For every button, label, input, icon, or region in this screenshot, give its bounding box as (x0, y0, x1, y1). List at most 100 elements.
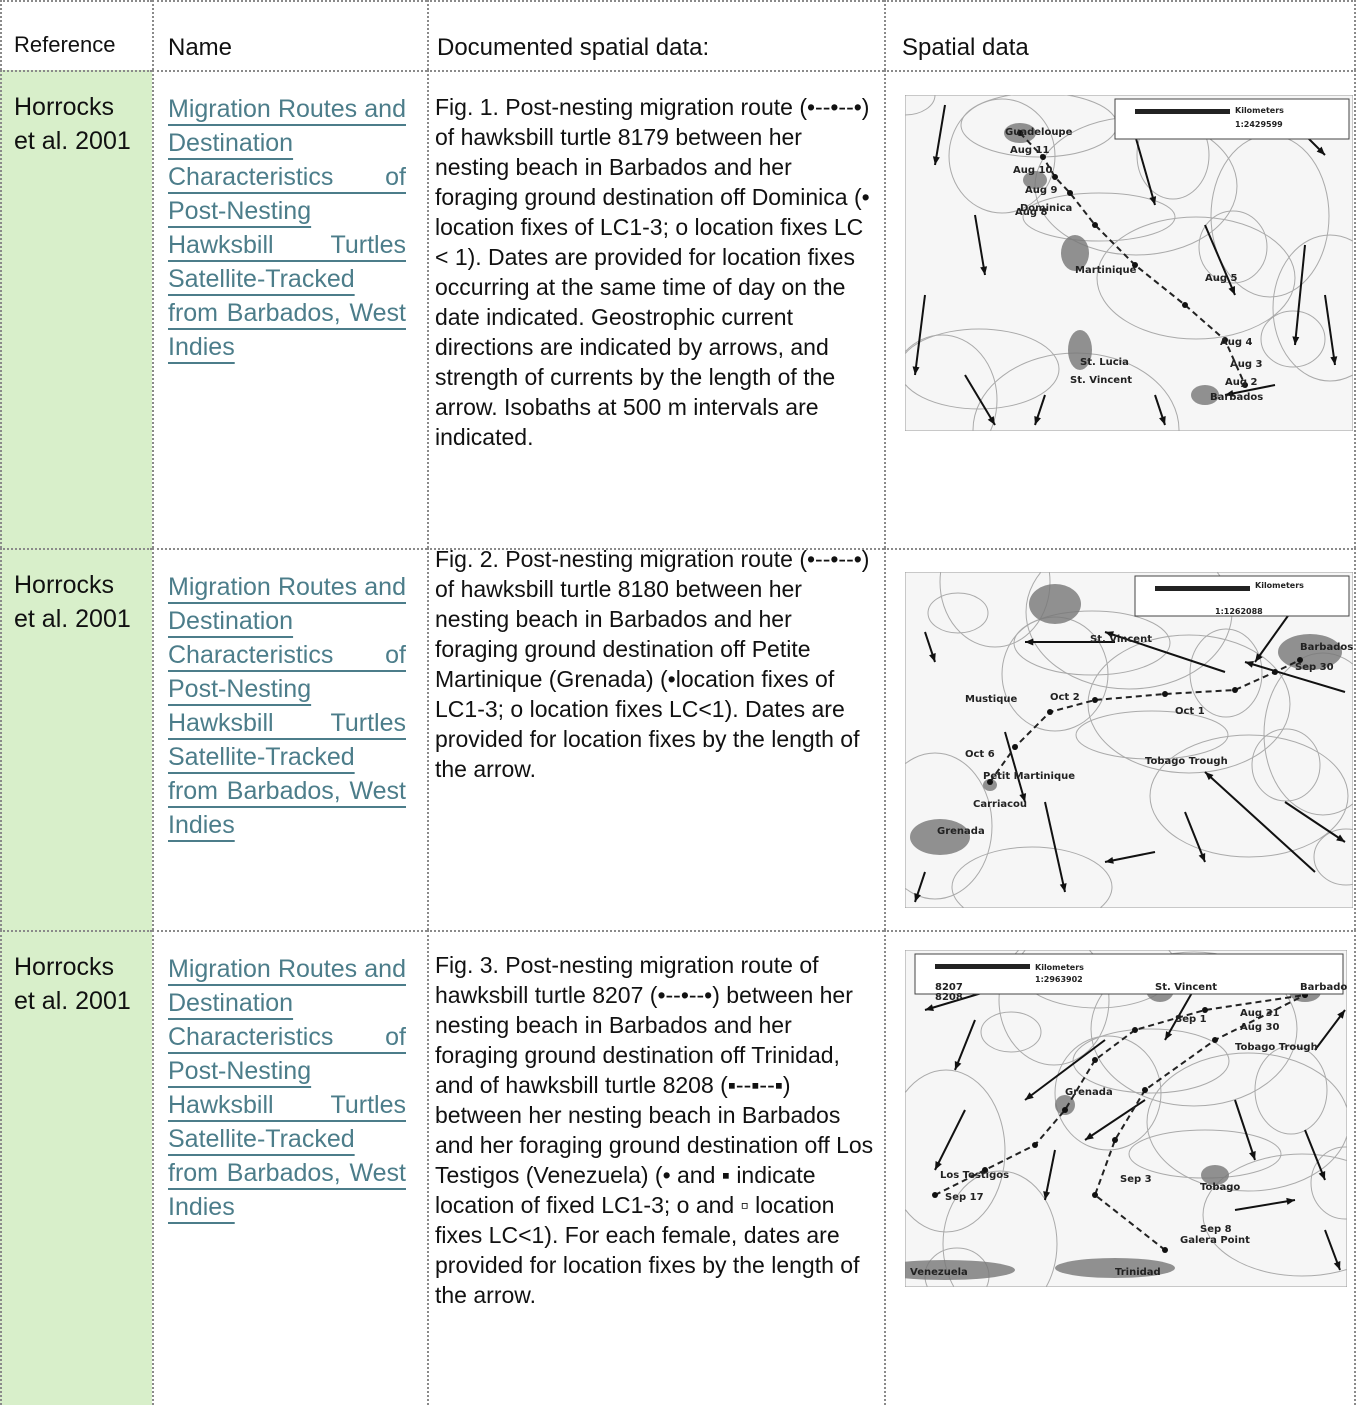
location-fix (1067, 190, 1073, 196)
arrow-head (932, 156, 940, 165)
arrow-head (1159, 416, 1166, 425)
current-arrow (964, 374, 996, 426)
current-arrow (1004, 731, 1026, 803)
arrow-head (1249, 1151, 1256, 1160)
map-label: Barbados (1300, 982, 1347, 993)
isobath (951, 846, 1113, 908)
map-label: Mustique (965, 694, 1018, 705)
isobath (905, 328, 1060, 410)
current-arrow (1044, 801, 1066, 893)
current-arrow (1234, 1099, 1256, 1161)
map-label: Sep 1 (1175, 1014, 1207, 1025)
paper-link[interactable]: Migration Routes and Destination Charact… (168, 955, 406, 1221)
arrow-head (1149, 196, 1157, 205)
scale-box (1114, 98, 1350, 140)
reference-cell: Horrocks et al. 2001 (0, 930, 152, 1405)
arrow-head (1105, 856, 1114, 864)
arrow-head (1198, 853, 1206, 862)
location-fix (1012, 744, 1018, 750)
island (1061, 235, 1089, 271)
current-arrow (1234, 1199, 1296, 1211)
scale-box (1134, 575, 1350, 617)
name-cell: Migration Routes and Destination Charact… (152, 930, 427, 1405)
map-label: St. Vincent (1070, 375, 1132, 386)
isobath (1251, 728, 1321, 802)
arrow-head (1019, 793, 1027, 802)
current-arrow (1044, 1149, 1056, 1201)
current-arrow (974, 214, 986, 276)
description-cell (427, 70, 884, 548)
arrow-head (1059, 883, 1067, 892)
island (1068, 330, 1092, 370)
map-label: Carriacou (973, 799, 1027, 810)
arrow-head (1043, 1191, 1051, 1200)
arrow-head (935, 1161, 942, 1170)
current-arrow (934, 104, 946, 166)
arrow-head (1337, 1010, 1345, 1019)
map-label: Oct 1 (1175, 706, 1205, 717)
map-label: 8208 (935, 992, 963, 1003)
isobath (1096, 216, 1296, 340)
island (1201, 1165, 1229, 1185)
location-fix (1132, 1027, 1138, 1033)
paper-link[interactable]: Migration Routes and Destination Charact… (168, 95, 406, 361)
header-cell: Documented spatial data: (427, 0, 884, 70)
map-label: Petit Martinique (983, 771, 1075, 782)
map-label: 1:2963902 (1035, 975, 1083, 984)
isobath (1272, 234, 1353, 382)
map-label: Aug 11 (1010, 145, 1049, 156)
map-label: Sep 8 (1200, 1224, 1232, 1235)
island (1029, 584, 1081, 624)
scale-line (935, 964, 1030, 969)
map-label: Aug 5 (1205, 273, 1237, 284)
map-label: 1:2429599 (1235, 120, 1283, 129)
isobath (905, 334, 998, 431)
map-label: Sep 3 (1120, 1174, 1152, 1185)
scale-bar (914, 953, 1344, 995)
map-label: Aug 31 (1240, 1008, 1279, 1019)
map-label: 8207 (935, 982, 963, 993)
location-fix (1040, 154, 1046, 160)
arrow-head (1330, 356, 1338, 365)
isobath (998, 950, 1110, 1066)
map-label: Sep 30 (1295, 662, 1334, 673)
location-fix (1017, 130, 1023, 136)
current-arrow (934, 1109, 966, 1171)
scale-box (914, 953, 1344, 995)
reference-text: Horrocks et al. 2001 (14, 953, 131, 1015)
map-label: Tobago Trough (1145, 756, 1228, 767)
current-arrow (954, 1019, 976, 1071)
arrow-head (1333, 1261, 1341, 1270)
map-cell (884, 930, 1356, 1405)
map-image: Kilometers 1:2429599 Guadeloupe Aug 11 Aug 1… (905, 95, 1353, 431)
description-cell (427, 548, 884, 930)
map-label: Tobago (1200, 1182, 1240, 1193)
paper-link[interactable]: Migration Routes and Destination Charact… (168, 573, 406, 839)
location-fix (1162, 1247, 1168, 1253)
location-fix (1132, 262, 1138, 268)
map-label: Galera Point (1180, 1235, 1250, 1246)
location-fix (982, 1167, 988, 1173)
map-image: Kilometers 1:1262088 St. Vincent Barbados Se… (905, 572, 1353, 908)
isobath (1260, 310, 1326, 368)
description-cell (427, 930, 884, 1405)
isobath (1254, 1045, 1328, 1135)
current-arrow (1324, 294, 1336, 366)
isobath (980, 1011, 1042, 1053)
location-fix (1092, 222, 1098, 228)
isobath (1198, 210, 1268, 284)
arrow-head (1025, 638, 1034, 646)
arrow-head (912, 366, 920, 375)
header-cell: Name (152, 0, 427, 70)
scale-line (1155, 586, 1250, 591)
arrow-head (1245, 661, 1254, 668)
name-cell: Migration Routes and Destination Charact… (152, 548, 427, 930)
header-cell: Reference (0, 0, 152, 70)
isobath (1189, 628, 1263, 718)
header-text: Documented spatial data: (437, 34, 710, 61)
description-text: Fig. 2. Post-nesting migration route (•-… (435, 546, 870, 782)
arrow-head (1225, 389, 1234, 397)
current-arrow (1204, 224, 1236, 296)
